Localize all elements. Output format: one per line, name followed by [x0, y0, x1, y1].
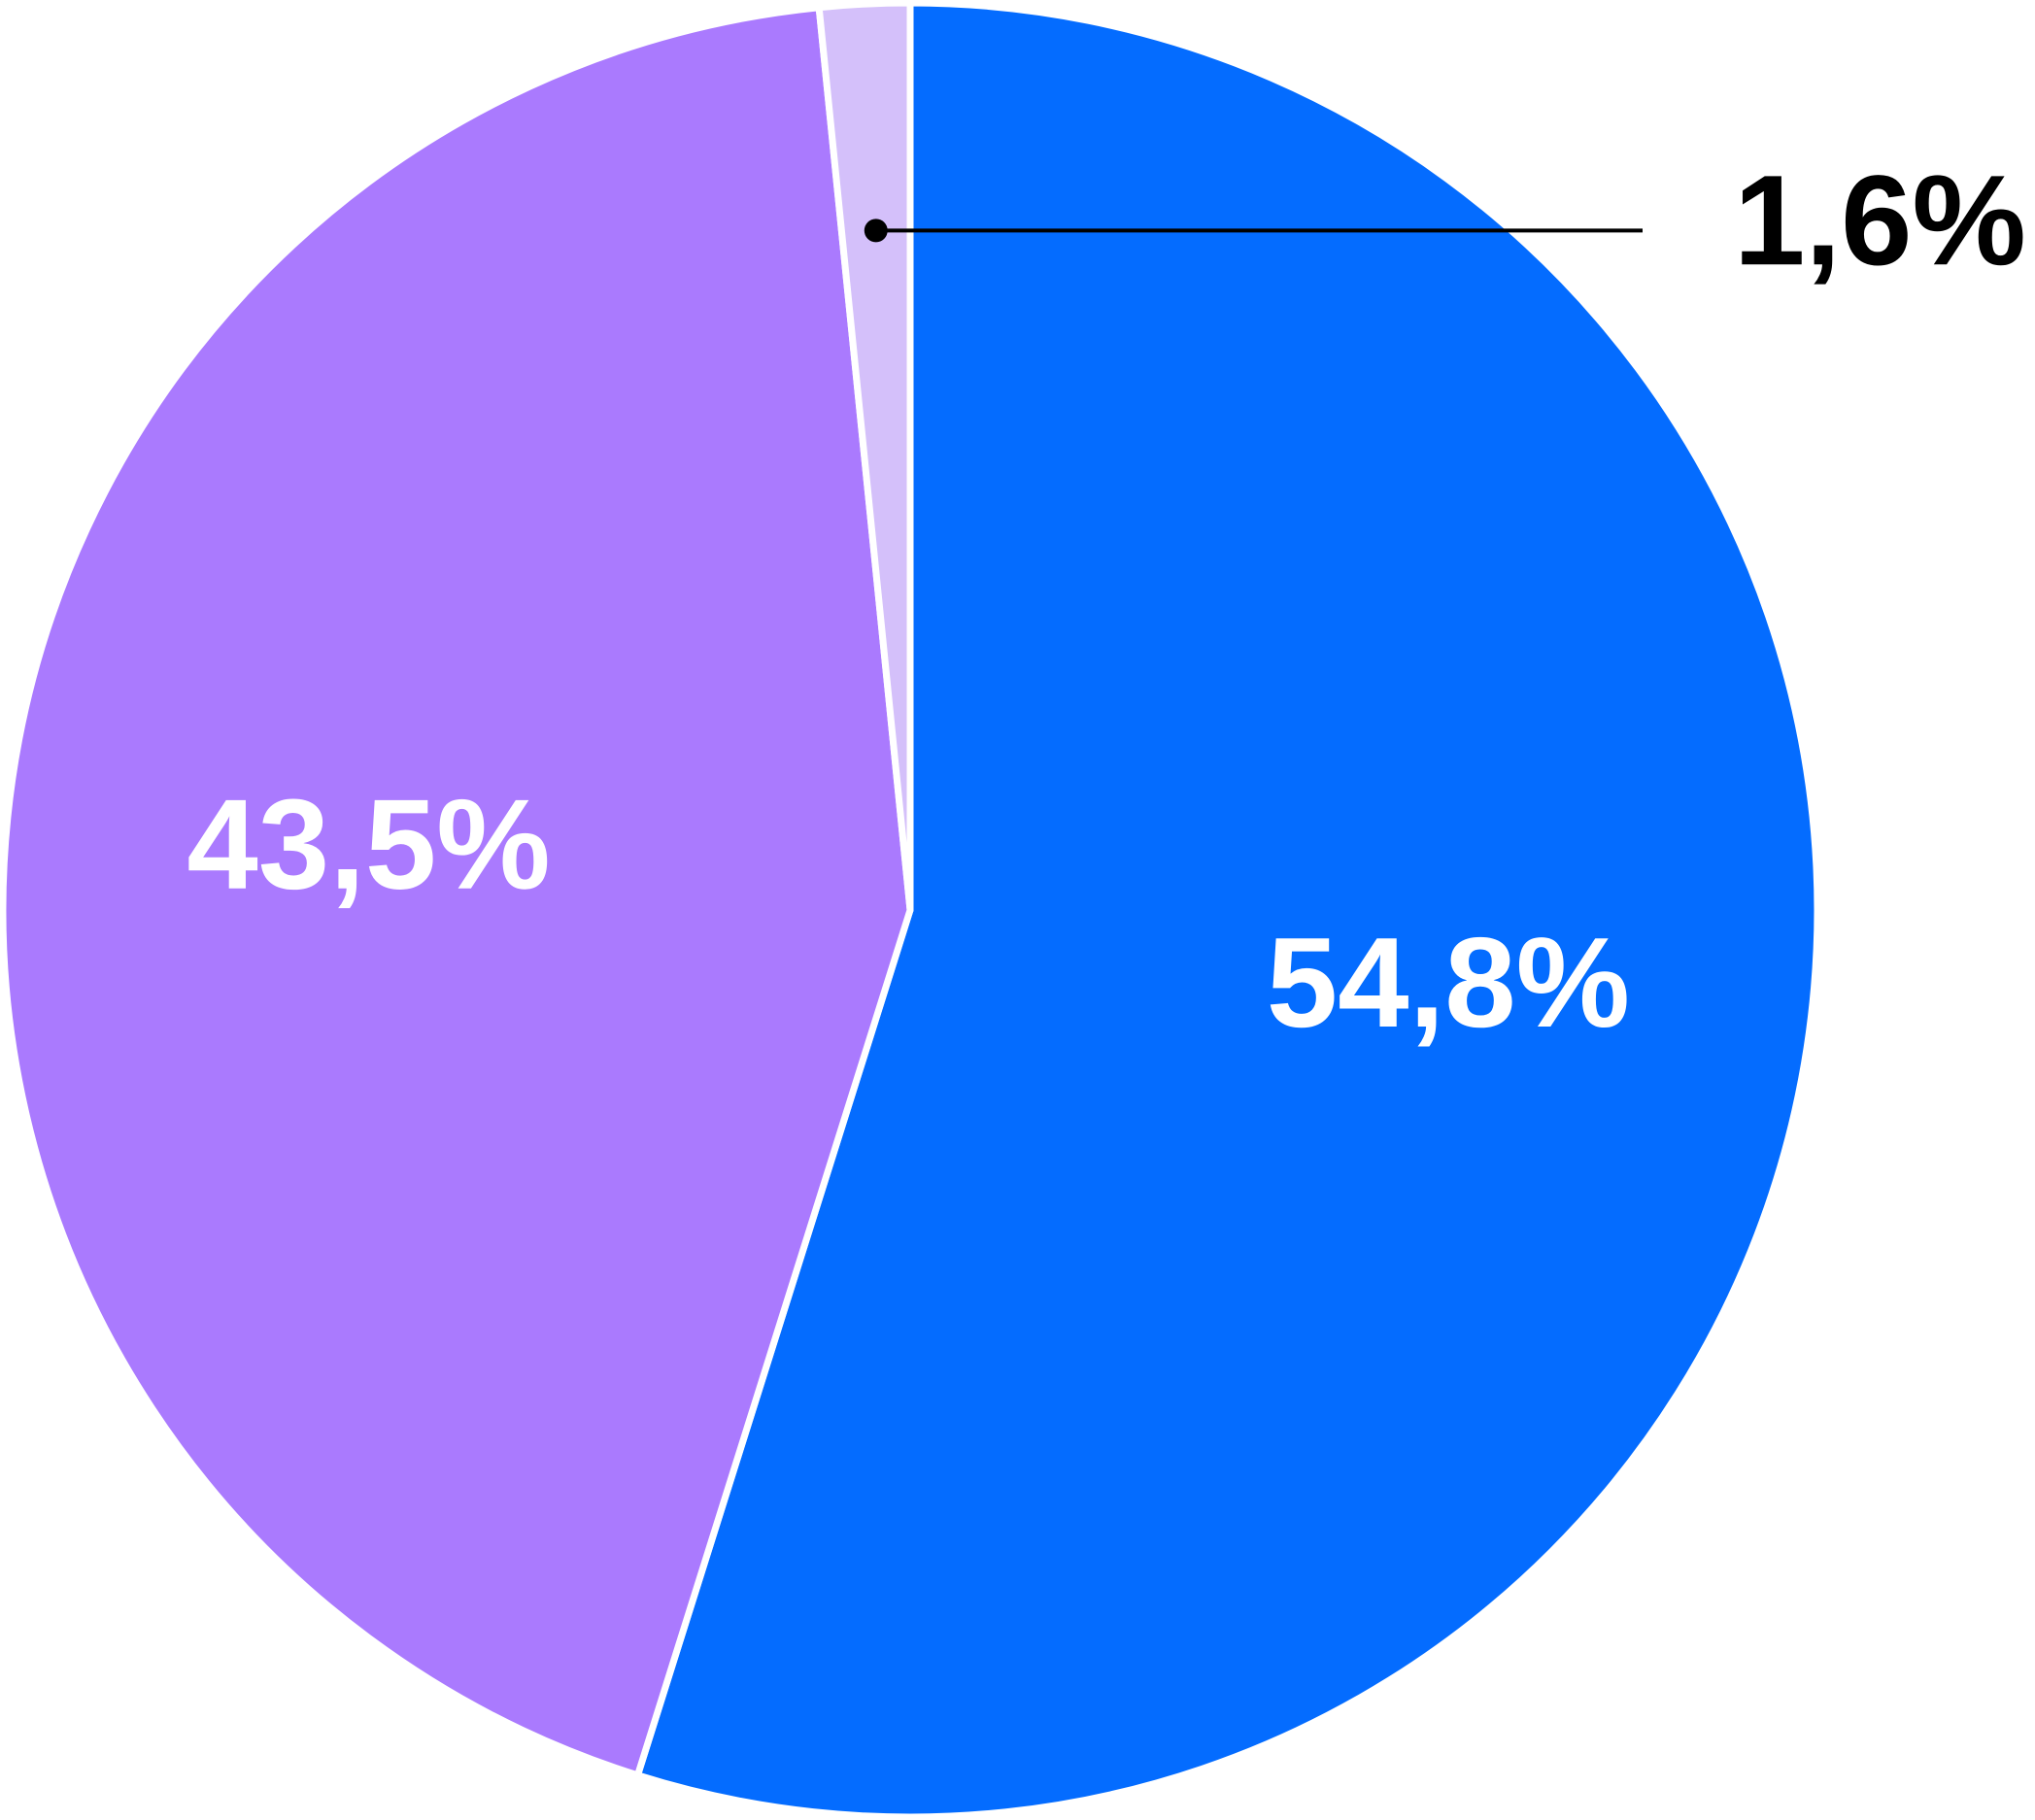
- value-label: 54,8%: [1267, 911, 1630, 1054]
- leader-dot: [864, 219, 888, 243]
- pie-slice: [0, 4, 914, 1779]
- pie-slice: [633, 0, 1821, 1820]
- value-label: 1,6%: [1734, 149, 2026, 291]
- value-label: 43,5%: [187, 773, 550, 916]
